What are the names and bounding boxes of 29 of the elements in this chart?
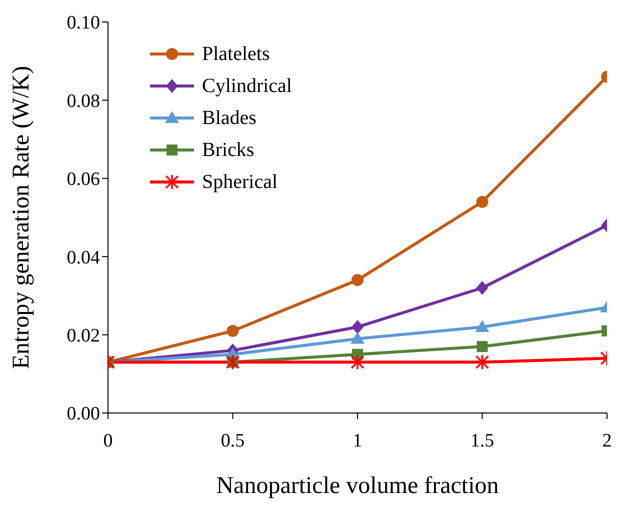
legend-label: Platelets	[202, 42, 270, 66]
legend-label: Spherical	[202, 170, 278, 194]
point	[226, 354, 240, 370]
point	[476, 196, 488, 208]
point	[475, 320, 490, 332]
y-axis-title: Entropy generation Rate (W/K)	[8, 66, 35, 370]
legend-label: Bricks	[202, 138, 254, 162]
y-tick-label: 0.00	[66, 404, 100, 425]
y-tick-label: 0.06	[66, 169, 100, 190]
x-tick-label: 1	[352, 430, 362, 452]
y-tick-label: 0.04	[66, 247, 100, 268]
x-axis-title: Nanoparticle volume fraction	[216, 473, 499, 499]
point	[352, 274, 364, 286]
point	[350, 332, 364, 344]
legend-label: Cylindrical	[202, 74, 292, 98]
x-tick-label: 1.5	[470, 430, 494, 452]
point	[352, 320, 364, 334]
x-tick-label: 2	[602, 430, 612, 452]
point	[475, 354, 490, 370]
point	[350, 354, 364, 370]
x-tick-label: 0	[103, 430, 113, 452]
y-tick-label: 0.08	[66, 90, 100, 112]
point	[476, 341, 488, 352]
point	[226, 324, 239, 337]
y-tick-label: 0.10	[66, 12, 100, 34]
legend-label: Blades	[202, 106, 256, 130]
x-tick-label: 0.5	[220, 430, 245, 452]
point	[476, 280, 488, 295]
y-tick-label: 0.02	[66, 326, 100, 347]
